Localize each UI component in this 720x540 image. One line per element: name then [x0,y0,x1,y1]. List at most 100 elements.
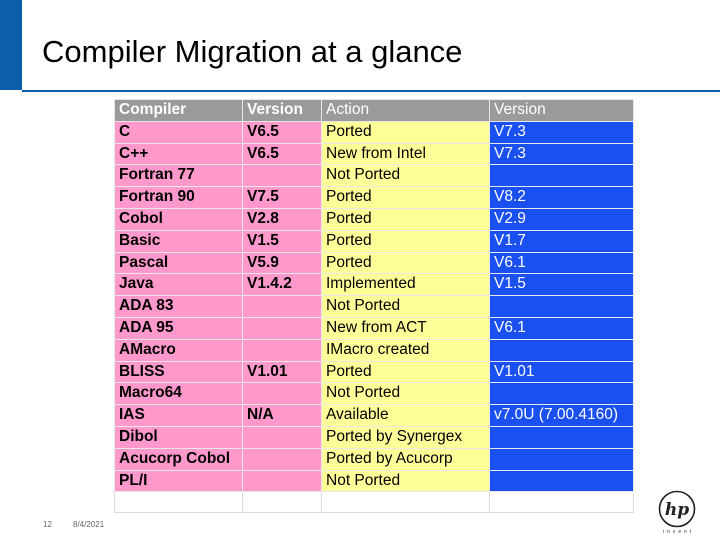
cell-compiler: AMacro [114,338,243,362]
cell-target-version [489,295,634,318]
cell-version: N/A [242,404,322,427]
cell-action: Ported [321,186,490,209]
table-row: Pascal V5.9 Ported V6.1 [114,251,634,275]
cell-action: Ported by Acucorp [321,447,490,471]
cell-action: Ported [321,251,490,275]
cell-compiler: Macro64 [114,382,243,406]
cell-compiler: IAS [114,404,243,427]
empty-cell [321,491,490,514]
cell-compiler: C++ [114,142,243,166]
cell-target-version [489,425,634,449]
cell-target-version [489,469,634,493]
cell-target-version: V1.7 [489,229,634,253]
table-row-empty [114,491,634,514]
cell-version [242,382,322,406]
compiler-table: Compiler Version Action Version C V6.5 Por… [114,99,634,514]
table-row: IAS N/A Available v7.0U (7.00.4160) [114,404,634,427]
svg-text:hp: hp [665,500,689,520]
table-row: Dibol Ported by Synergex [114,425,634,449]
cell-target-version: V1.01 [489,360,634,384]
table-row: BLISS V1.01 Ported V1.01 [114,360,634,384]
cell-action: Ported [321,229,490,253]
table-body: C V6.5 Ported V7.3 C++ V6.5 New from Intel V7.3… [114,120,634,514]
cell-compiler: BLISS [114,360,243,384]
cell-version: V1.01 [242,360,322,384]
table-row: C V6.5 Ported V7.3 [114,120,634,144]
cell-action: Ported [321,207,490,231]
cell-compiler: Acucorp Cobol [114,447,243,471]
cell-compiler: Java [114,273,243,297]
cell-compiler: PL/I [114,469,243,493]
table-header-row: Compiler Version Action Version [114,99,634,122]
cell-action: IMacro created [321,338,490,362]
table-row: ADA 83 Not Ported [114,295,634,318]
cell-compiler: Cobol [114,207,243,231]
cell-target-version: V7.3 [489,120,634,144]
hp-logo-icon: hp [658,490,696,528]
cell-version [242,164,322,188]
slide-date: 8/4/2021 [73,520,105,529]
cell-target-version: V2.9 [489,207,634,231]
cell-version: V5.9 [242,251,322,275]
table-row: Basic V1.5 Ported V1.7 [114,229,634,253]
empty-cell [114,491,243,514]
cell-version: V2.8 [242,207,322,231]
cell-target-version [489,164,634,188]
header-target-version: Version [489,99,634,122]
empty-cell [242,491,322,514]
cell-version: V1.5 [242,229,322,253]
cell-target-version: V6.1 [489,316,634,340]
cell-version [242,469,322,493]
cell-action: Not Ported [321,164,490,188]
table-row: AMacro IMacro created [114,338,634,362]
cell-action: Available [321,404,490,427]
cell-version [242,316,322,340]
table-row: Acucorp Cobol Ported by Acucorp [114,447,634,471]
cell-action: New from ACT [321,316,490,340]
cell-compiler: Basic [114,229,243,253]
cell-version: V1.4.2 [242,273,322,297]
cell-action: Implemented [321,273,490,297]
cell-compiler: Pascal [114,251,243,275]
cell-target-version: V1.5 [489,273,634,297]
cell-version: V6.5 [242,142,322,166]
header-compiler: Compiler [114,99,243,122]
cell-target-version: v7.0U (7.00.4160) [489,404,634,427]
table-row: C++ V6.5 New from Intel V7.3 [114,142,634,166]
cell-action: Ported [321,360,490,384]
table-row: Fortran 77 Not Ported [114,164,634,188]
cell-version [242,295,322,318]
cell-action: New from Intel [321,142,490,166]
cell-action: Not Ported [321,469,490,493]
table-row: PL/I Not Ported [114,469,634,493]
cell-action: Ported [321,120,490,144]
cell-compiler: Fortran 90 [114,186,243,209]
cell-compiler: Fortran 77 [114,164,243,188]
cell-target-version: V7.3 [489,142,634,166]
cell-compiler: ADA 95 [114,316,243,340]
cell-target-version [489,382,634,406]
cell-version [242,447,322,471]
logo-text: invent [663,529,695,535]
cell-target-version [489,338,634,362]
header-action: Action [321,99,490,122]
table-row: Fortran 90 V7.5 Ported V8.2 [114,186,634,209]
slide-number: 12 [43,520,52,529]
cell-action: Not Ported [321,295,490,318]
accent-bar [0,0,22,90]
cell-compiler: ADA 83 [114,295,243,318]
cell-compiler: C [114,120,243,144]
empty-cell [489,491,634,514]
cell-action: Not Ported [321,382,490,406]
cell-version: V6.5 [242,120,322,144]
cell-target-version: V8.2 [489,186,634,209]
table-row: Cobol V2.8 Ported V2.9 [114,207,634,231]
cell-target-version: V6.1 [489,251,634,275]
table-row: ADA 95 New from ACT V6.1 [114,316,634,340]
cell-version [242,425,322,449]
cell-version: V7.5 [242,186,322,209]
table-row: Macro64 Not Ported [114,382,634,406]
page-title: Compiler Migration at a glance [42,34,463,69]
table-row: Java V1.4.2 Implemented V1.5 [114,273,634,297]
cell-version [242,338,322,362]
